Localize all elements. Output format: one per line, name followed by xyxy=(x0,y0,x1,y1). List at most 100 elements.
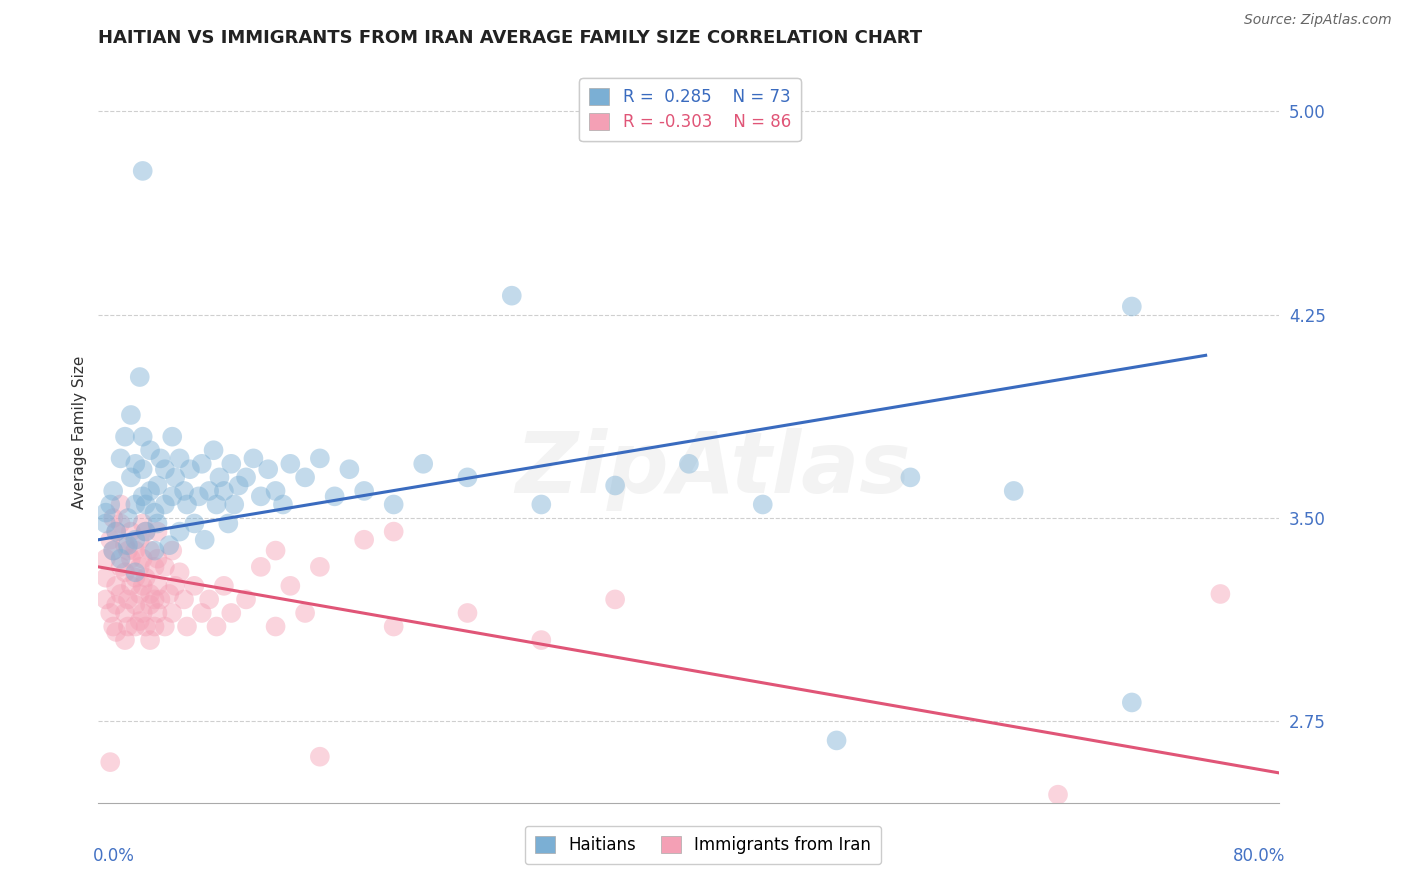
Point xyxy=(114,430,136,444)
Point xyxy=(117,538,139,552)
Text: 0.0%: 0.0% xyxy=(93,847,135,865)
Point xyxy=(110,498,132,512)
Point xyxy=(135,524,157,539)
Point xyxy=(120,551,142,566)
Point xyxy=(157,587,180,601)
Point xyxy=(98,755,121,769)
Point xyxy=(124,566,146,580)
Point xyxy=(139,543,162,558)
Point xyxy=(124,543,146,558)
Point xyxy=(124,498,146,512)
Point xyxy=(212,579,235,593)
Point xyxy=(198,592,221,607)
Text: HAITIAN VS IMMIGRANTS FROM IRAN AVERAGE FAMILY SIZE CORRELATION CHART: HAITIAN VS IMMIGRANTS FROM IRAN AVERAGE … xyxy=(98,29,922,47)
Point xyxy=(183,516,205,531)
Point xyxy=(132,551,155,566)
Point xyxy=(162,489,183,503)
Point xyxy=(309,559,332,574)
Point xyxy=(169,451,191,466)
Point xyxy=(132,164,155,178)
Point xyxy=(124,533,146,547)
Point xyxy=(117,543,139,558)
Point xyxy=(146,579,169,593)
Point xyxy=(271,498,294,512)
Legend: Haitians, Immigrants from Iran: Haitians, Immigrants from Iran xyxy=(524,826,882,864)
Point xyxy=(153,462,176,476)
Point xyxy=(146,516,169,531)
Point xyxy=(212,483,235,498)
Point xyxy=(825,733,848,747)
Point xyxy=(146,524,169,539)
Point xyxy=(339,462,361,476)
Point xyxy=(242,451,264,466)
Point xyxy=(752,498,775,512)
Point xyxy=(132,516,155,531)
Point xyxy=(128,614,150,628)
Point xyxy=(208,470,231,484)
Point xyxy=(135,571,157,585)
Point xyxy=(176,619,198,633)
Point xyxy=(103,511,125,525)
Point xyxy=(135,524,157,539)
Point xyxy=(98,498,121,512)
Point xyxy=(143,559,166,574)
Point xyxy=(132,489,155,503)
Point xyxy=(280,579,302,593)
Point xyxy=(124,598,146,612)
Point xyxy=(165,470,187,484)
Point xyxy=(228,478,250,492)
Point xyxy=(162,543,183,558)
Point xyxy=(382,498,405,512)
Point xyxy=(146,551,169,566)
Point xyxy=(309,749,332,764)
Point xyxy=(132,462,155,476)
Point xyxy=(191,606,214,620)
Point xyxy=(128,533,150,547)
Point xyxy=(353,533,375,547)
Point xyxy=(153,498,176,512)
Point xyxy=(250,489,273,503)
Point xyxy=(110,451,132,466)
Point xyxy=(224,498,246,512)
Point xyxy=(149,451,172,466)
Point xyxy=(149,592,172,607)
Point xyxy=(105,524,128,539)
Point xyxy=(143,619,166,633)
Point xyxy=(309,451,332,466)
Point xyxy=(501,288,523,302)
Point xyxy=(139,443,162,458)
Point xyxy=(94,551,117,566)
Point xyxy=(132,606,155,620)
Point xyxy=(128,370,150,384)
Point xyxy=(457,470,479,484)
Point xyxy=(124,457,146,471)
Point xyxy=(264,483,287,498)
Point xyxy=(132,579,155,593)
Point xyxy=(146,606,169,620)
Point xyxy=(143,506,166,520)
Point xyxy=(530,633,553,648)
Point xyxy=(139,633,162,648)
Point xyxy=(169,524,191,539)
Point xyxy=(120,579,142,593)
Point xyxy=(132,430,155,444)
Point xyxy=(114,566,136,580)
Point xyxy=(323,489,346,503)
Point xyxy=(120,524,142,539)
Point xyxy=(98,606,121,620)
Point xyxy=(153,619,176,633)
Point xyxy=(110,551,132,566)
Point xyxy=(264,619,287,633)
Point xyxy=(205,498,228,512)
Point xyxy=(294,606,316,620)
Point xyxy=(162,430,183,444)
Point xyxy=(98,533,121,547)
Point xyxy=(179,462,201,476)
Text: ZipAtlas: ZipAtlas xyxy=(515,428,910,511)
Legend: R =  0.285    N = 73, R = -0.303    N = 86: R = 0.285 N = 73, R = -0.303 N = 86 xyxy=(579,78,801,141)
Point xyxy=(94,592,117,607)
Point xyxy=(294,470,316,484)
Point xyxy=(1121,300,1143,314)
Point xyxy=(135,619,157,633)
Point xyxy=(117,511,139,525)
